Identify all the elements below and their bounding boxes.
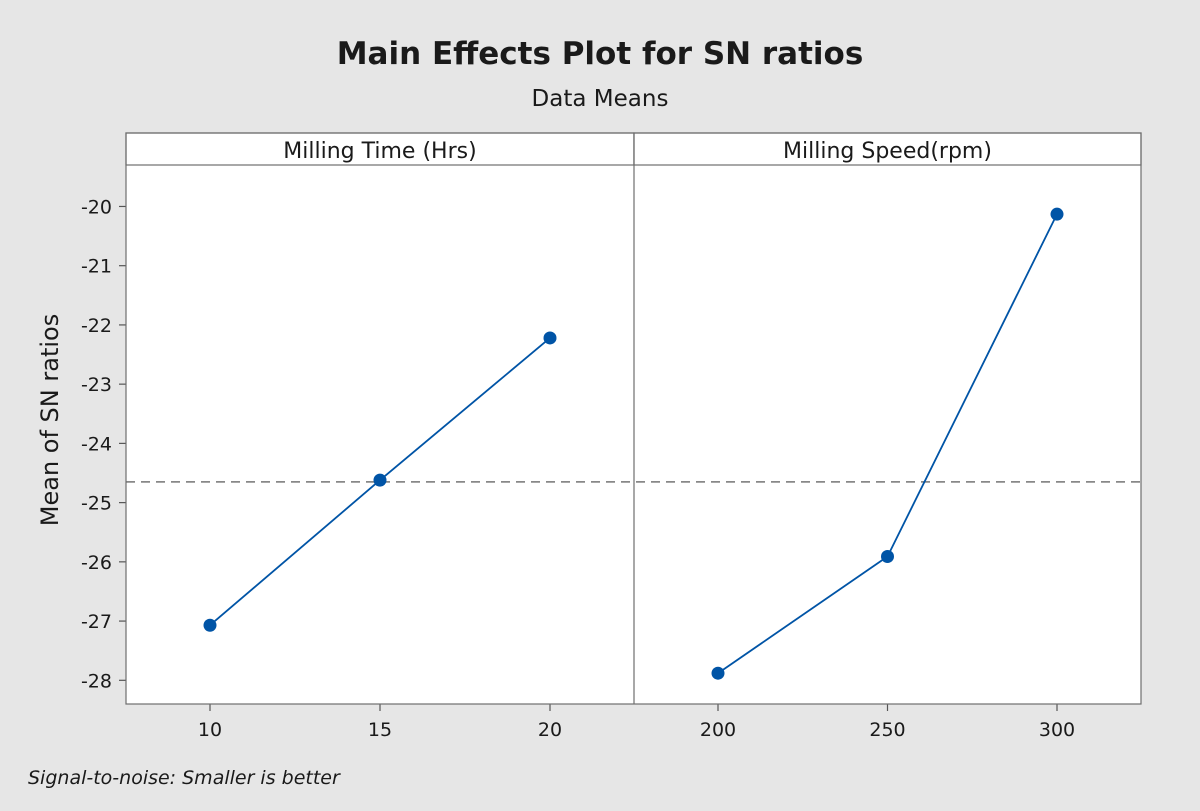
x-tick-label: 15	[368, 719, 392, 741]
y-tick-label: -28	[81, 670, 112, 692]
x-tick-label: 300	[1039, 719, 1075, 741]
y-tick-label: -24	[81, 433, 112, 455]
chart-subtitle: Data Means	[532, 86, 669, 112]
y-tick-label: -27	[81, 611, 112, 633]
data-point	[881, 550, 894, 564]
panel-title: Milling Speed(rpm)	[783, 139, 992, 164]
panel-strip	[633, 132, 1142, 166]
y-tick-label: -23	[81, 374, 112, 396]
y-axis-label: Mean of SN ratios	[36, 314, 64, 526]
plot-area: -20 -21 -22 -23 -24 -25 -26 -27 -28 Milling Time …	[81, 132, 1142, 741]
y-tick-label: -22	[81, 315, 112, 337]
x-tick-label: 20	[538, 719, 562, 741]
panel-strip	[125, 132, 635, 166]
footnote: Signal-to-noise: Smaller is better	[28, 767, 341, 789]
data-point	[1050, 207, 1064, 221]
panel-title: Milling Time (Hrs)	[283, 139, 476, 164]
chart-title: Main Effects Plot for SN ratios	[337, 36, 864, 72]
data-point	[373, 473, 387, 487]
x-tick-label: 200	[700, 719, 736, 741]
data-point	[203, 618, 217, 632]
y-tick-label: -25	[81, 493, 112, 515]
data-point	[711, 666, 725, 680]
y-tick-label: -26	[81, 552, 112, 574]
data-point	[543, 331, 557, 345]
y-tick-label: -20	[81, 196, 112, 218]
x-tick-label: 250	[869, 719, 905, 741]
x-tick-label: 10	[198, 719, 222, 741]
y-tick-label: -21	[81, 256, 112, 278]
